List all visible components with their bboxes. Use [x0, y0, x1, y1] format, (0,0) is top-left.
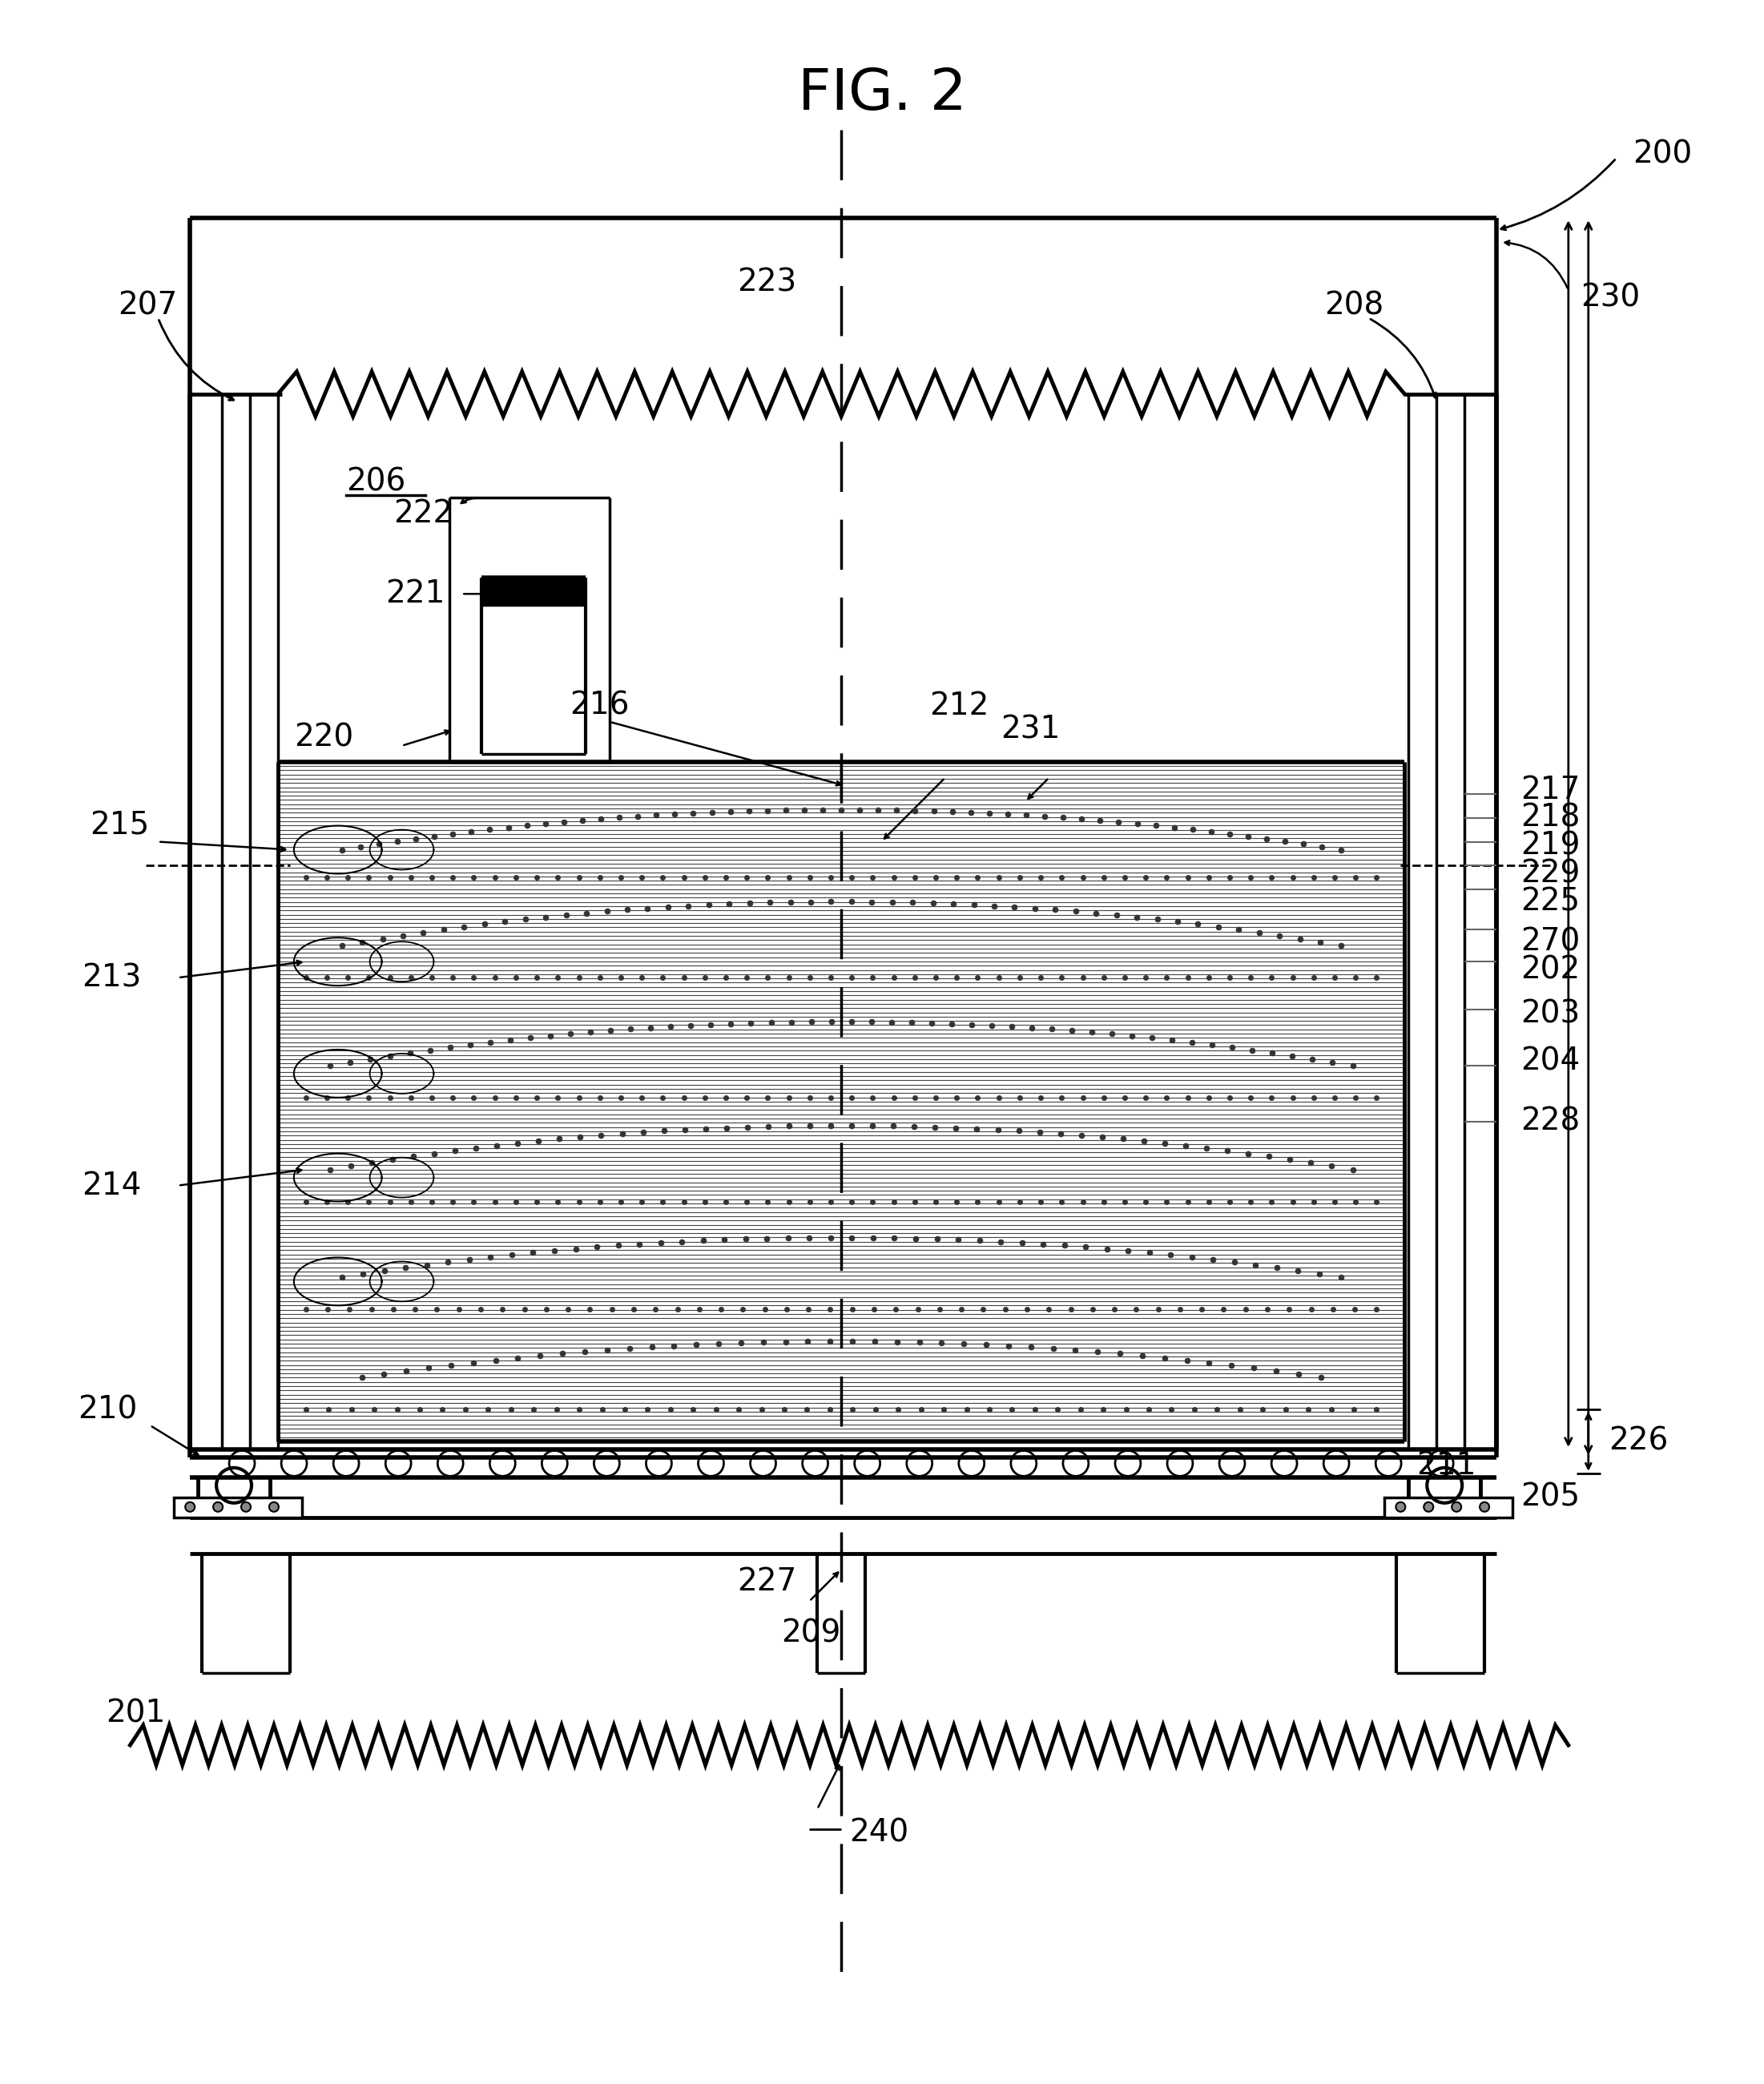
Text: 209: 209: [781, 1617, 841, 1648]
Text: 214: 214: [83, 1171, 141, 1200]
Text: 229: 229: [1521, 859, 1581, 890]
Polygon shape: [1385, 1496, 1512, 1517]
Text: 210: 210: [78, 1394, 138, 1425]
Text: 221: 221: [386, 579, 445, 609]
Text: 270: 270: [1521, 927, 1581, 957]
Polygon shape: [482, 577, 586, 606]
Text: 219: 219: [1521, 832, 1581, 861]
Text: FIG. 2: FIG. 2: [797, 67, 967, 121]
Text: 205: 205: [1521, 1482, 1581, 1513]
Circle shape: [213, 1503, 222, 1511]
Text: 203: 203: [1521, 998, 1581, 1029]
Text: 227: 227: [737, 1565, 797, 1596]
Circle shape: [270, 1503, 279, 1511]
Text: 207: 207: [118, 292, 178, 321]
Text: 200: 200: [1632, 140, 1692, 169]
Circle shape: [1424, 1503, 1434, 1511]
Text: 211: 211: [1416, 1450, 1476, 1480]
Text: 222: 222: [393, 498, 453, 529]
Text: 231: 231: [1000, 715, 1060, 744]
Circle shape: [242, 1503, 250, 1511]
Text: 240: 240: [848, 1817, 908, 1849]
Text: 228: 228: [1521, 1107, 1581, 1136]
Text: 230: 230: [1581, 283, 1641, 313]
Text: 204: 204: [1521, 1046, 1581, 1077]
Circle shape: [1480, 1503, 1489, 1511]
Text: 206: 206: [346, 467, 406, 498]
Text: 201: 201: [106, 1698, 166, 1728]
Text: 217: 217: [1521, 775, 1581, 804]
Circle shape: [1452, 1503, 1461, 1511]
Text: 208: 208: [1325, 292, 1385, 321]
Text: 225: 225: [1521, 886, 1581, 917]
Polygon shape: [175, 1496, 302, 1517]
Text: 213: 213: [83, 963, 141, 992]
Text: 223: 223: [737, 267, 797, 298]
Text: 212: 212: [930, 690, 990, 721]
Text: 216: 216: [570, 690, 630, 721]
Text: 215: 215: [90, 811, 150, 842]
Text: 226: 226: [1609, 1425, 1669, 1457]
Text: 220: 220: [295, 723, 353, 752]
Circle shape: [185, 1503, 194, 1511]
Text: 218: 218: [1521, 802, 1581, 834]
Circle shape: [1395, 1503, 1406, 1511]
Text: 202: 202: [1521, 954, 1581, 986]
